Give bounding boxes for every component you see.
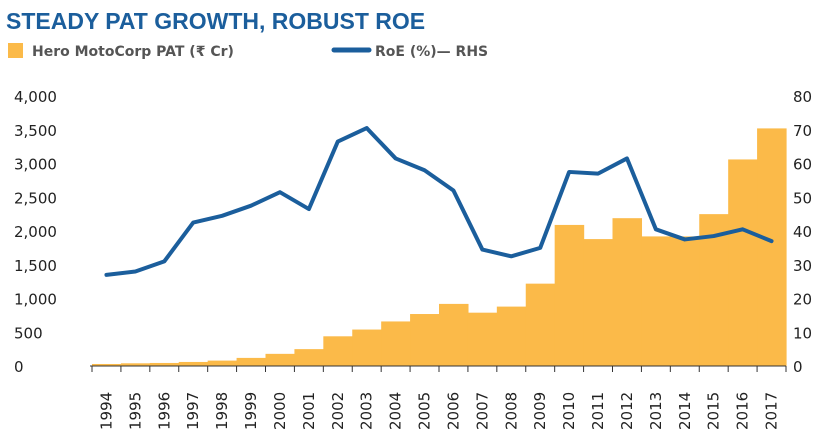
chart-title: STEADY PAT GROWTH, ROBUST ROE	[6, 8, 425, 34]
x-tick-label: 1998	[213, 392, 231, 430]
bar-pat-2016	[728, 159, 758, 366]
bar-pat-1996	[149, 362, 180, 366]
x-tick-marks	[91, 366, 787, 372]
bar-pat-1997	[178, 361, 209, 366]
x-tick-label: 2010	[560, 392, 578, 430]
bar-pat-2008	[496, 306, 527, 366]
left-axis-tick-label: 1,000	[14, 291, 57, 309]
left-axis-tick-label: 4,000	[14, 88, 57, 106]
legend-label-pat: Hero MotoCorp PAT (₹ Cr)	[32, 44, 234, 60]
left-axis-tick-label: 3,500	[14, 122, 57, 140]
x-tick-label: 1997	[184, 392, 202, 430]
x-tick-label: 2004	[387, 392, 405, 430]
bar-pat-2005	[410, 314, 440, 366]
bar-pat-2009	[525, 283, 556, 366]
x-tick-label: 2002	[329, 392, 347, 430]
left-axis-labels: 4,000 3,500 3,000 2,500 2,000 1,500 1,000 500 0	[14, 88, 57, 376]
bar-pat-2012	[612, 218, 643, 366]
bar-pat-2007	[467, 312, 498, 366]
x-tick-label: 2015	[705, 392, 723, 430]
bar-pat-2010	[554, 224, 585, 366]
legend-label-roe: RoE (%)— RHS	[375, 44, 488, 60]
left-axis-tick-label: 500	[14, 324, 43, 342]
x-tick-labels: 1994 1995 1996 1997 1998 1999 2000 2001 2002 2003…	[97, 392, 780, 430]
bar-pat-2017	[757, 128, 787, 366]
left-axis-tick-label: 2,500	[14, 189, 57, 207]
x-tick-label: 2014	[676, 392, 694, 430]
x-tick-label: 2001	[300, 392, 318, 430]
x-tick-label: 1996	[155, 392, 173, 430]
right-axis-tick-label: 50	[793, 189, 812, 207]
x-tick-label: 2009	[531, 392, 549, 430]
x-tick-label: 2000	[271, 392, 289, 430]
left-axis-tick-label: 3,000	[14, 156, 57, 174]
left-axis-tick-label: 1,500	[14, 257, 57, 275]
right-axis-tick-label: 40	[793, 223, 812, 241]
x-tick-label: 1999	[242, 392, 260, 430]
x-tick-label: 2006	[444, 392, 462, 430]
bar-pat-2002	[323, 336, 353, 366]
bars-group	[92, 128, 787, 367]
x-tick-label: 2008	[502, 392, 520, 430]
right-axis-tick-label: 20	[793, 291, 812, 309]
bar-pat-2014	[670, 236, 700, 366]
bar-pat-2000	[265, 353, 296, 366]
x-tick-label: 2005	[416, 392, 434, 430]
x-tick-label: 2007	[473, 392, 491, 430]
x-tick-label: 1995	[126, 392, 144, 430]
right-axis-tick-label: 10	[793, 324, 812, 342]
roe-line	[104, 126, 774, 277]
x-tick-label: 1994	[97, 392, 115, 430]
bar-pat-2003	[352, 329, 382, 366]
bar-pat-2001	[294, 349, 324, 367]
right-axis-tick-label: 70	[793, 122, 812, 140]
bar-pat-2006	[439, 303, 469, 366]
bar-pat-1998	[207, 360, 238, 366]
right-axis-tick-label: 80	[793, 88, 812, 106]
x-tick-label: 2011	[589, 392, 607, 430]
bar-pat-2013	[641, 236, 671, 366]
x-tick-label: 2017	[763, 392, 781, 430]
right-axis-tick-label: 60	[793, 156, 812, 174]
bar-pat-1999	[236, 357, 267, 366]
x-tick-label: 2003	[358, 392, 376, 430]
x-tick-label: 2016	[734, 392, 752, 430]
x-tick-label: 2012	[618, 392, 636, 430]
legend-swatch-pat	[8, 43, 23, 58]
bar-pat-2015	[699, 214, 729, 367]
left-axis-tick-label: 2,000	[14, 223, 57, 241]
bar-pat-2011	[583, 239, 614, 366]
right-axis-tick-label: 30	[793, 257, 812, 275]
bar-pat-2004	[381, 321, 411, 366]
legend: Hero MotoCorp PAT (₹ Cr) RoE (%)— RHS	[8, 43, 488, 60]
right-axis-labels: 80 70 60 50 40 30 20 10 0	[793, 88, 812, 376]
left-axis-tick-label: 0	[14, 358, 24, 376]
bar-pat-1995	[120, 363, 151, 366]
x-tick-label: 2013	[647, 392, 665, 430]
right-axis-tick-label: 0	[793, 358, 803, 376]
bar-pat-1994	[92, 363, 122, 366]
